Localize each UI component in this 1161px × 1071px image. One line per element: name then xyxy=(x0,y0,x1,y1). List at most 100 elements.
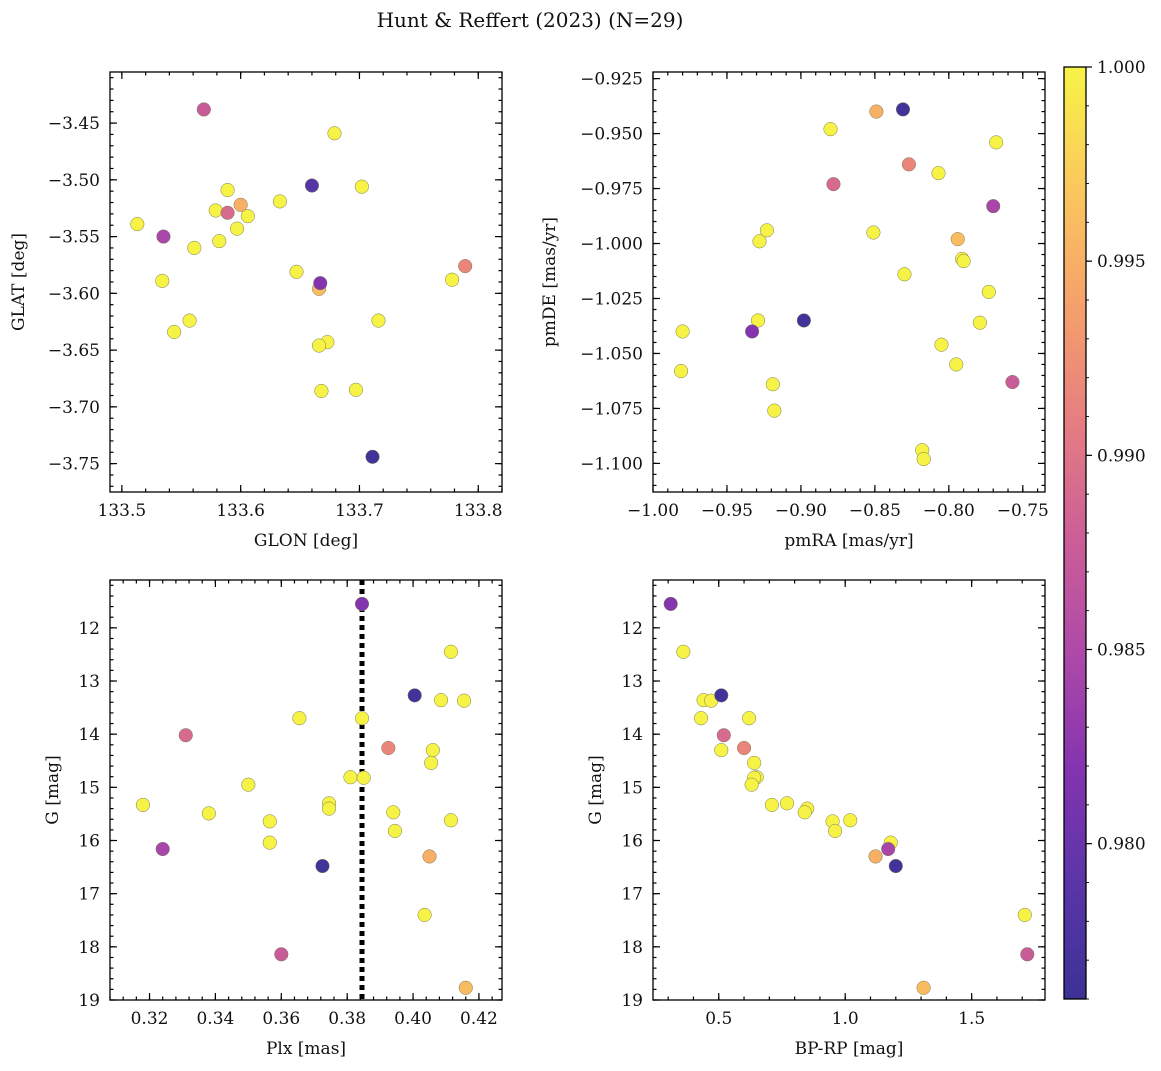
glon-glat-point xyxy=(304,178,319,193)
pmra-pmde-point xyxy=(934,337,949,352)
pmra-pmde-axes-frame xyxy=(652,71,1046,493)
plx-g-point xyxy=(381,740,396,756)
glon-glat-point xyxy=(208,203,223,218)
colorbar-tick-label: 0.995 xyxy=(1097,252,1146,272)
plx-g-point xyxy=(354,711,370,726)
plx-g-points xyxy=(135,580,473,1000)
glon-glat-point xyxy=(289,264,304,279)
pmra-pmde-point xyxy=(674,364,689,379)
pmra-pmde-point xyxy=(675,324,690,339)
pmra-pmde-point xyxy=(931,166,946,181)
bprp-g-point xyxy=(764,797,779,812)
glon-glat-ytick-label: −3.60 xyxy=(48,284,100,304)
plx-g-ytick-label: 13 xyxy=(78,672,100,692)
plx-g-ytick-label: 12 xyxy=(78,619,100,639)
bprp-g-ytick-label: 19 xyxy=(621,991,643,1011)
pmra-pmde-point xyxy=(1005,375,1020,390)
bprp-g-point xyxy=(828,823,843,838)
bprp-g-point xyxy=(744,777,759,792)
plx-g-point xyxy=(178,728,193,743)
glon-glat-point xyxy=(156,229,171,244)
plx-g-point xyxy=(155,841,170,857)
bprp-g-points xyxy=(663,596,1035,995)
pmra-pmde-point xyxy=(796,313,811,328)
pmra-pmde-point xyxy=(972,315,987,330)
glon-glat-xtick-label: 133.6 xyxy=(216,501,265,521)
bprp-g-xtick-label: 0.5 xyxy=(705,1009,732,1029)
bprp-g-ticks: 0.5 1.0 1.5 12 13 14 15 16 17 18 19 xyxy=(621,580,1045,1029)
glon-glat-point xyxy=(130,217,145,232)
bprp-g-point xyxy=(736,740,752,756)
glon-glat-point xyxy=(155,273,170,288)
pmra-pmde-xtick-label: −0.75 xyxy=(997,501,1049,521)
bprp-g-ytick-label: 12 xyxy=(621,619,643,639)
glon-glat-point xyxy=(272,194,287,209)
glon-glat-ytick-label: −3.70 xyxy=(48,398,100,418)
glon-glat-point xyxy=(458,259,473,274)
plx-g-xtick-label: 0.40 xyxy=(394,1009,432,1029)
pmra-pmde-point xyxy=(949,357,964,372)
glon-glat-point xyxy=(233,197,248,212)
bprp-g-point xyxy=(843,813,858,828)
glon-glat-point xyxy=(445,272,460,287)
colorbar-gradient xyxy=(1064,67,1086,999)
bprp-g-axes-frame xyxy=(652,579,1046,1001)
bprp-g-ytick-label: 17 xyxy=(621,885,643,905)
glon-glat-xtick-label: 133.8 xyxy=(454,501,503,521)
glon-glat-point xyxy=(371,313,386,328)
bprp-g-point xyxy=(868,849,883,864)
pmra-pmde-xtick-label: −0.95 xyxy=(701,501,753,521)
bprp-g-point xyxy=(716,728,731,743)
plx-g-point xyxy=(292,711,307,726)
pmra-pmde-ytick-label: −1.100 xyxy=(580,454,643,474)
plx-g-point xyxy=(458,980,473,995)
bprp-g-point xyxy=(676,644,691,659)
plx-g-point xyxy=(315,858,330,874)
bprp-g-xtick-label: 1.5 xyxy=(958,1009,985,1029)
panel-plx-g: 0.32 0.34 0.36 0.38 0.40 0.42 12 13 14 15 16 17 18 19… xyxy=(43,579,503,1059)
plx-g-point xyxy=(443,813,458,828)
glon-glat-ytick-label: −3.45 xyxy=(48,114,100,134)
pmra-pmde-ytick-label: −1.075 xyxy=(580,399,643,419)
plx-g-point xyxy=(443,644,458,659)
plx-g-point xyxy=(425,743,440,758)
glon-glat-ytick-label: −3.55 xyxy=(48,228,100,248)
pmra-pmde-xtick-label: −1.00 xyxy=(627,501,679,521)
pmra-pmde-point xyxy=(916,451,931,467)
pmra-pmde-point xyxy=(752,234,767,249)
pmra-pmde-ytick-label: −1.000 xyxy=(580,235,643,255)
plx-g-point xyxy=(262,835,277,850)
pmra-pmde-ticks: −1.00 −0.95 −0.90 −0.85 −0.80 −0.75 −0.925 −0.9… xyxy=(580,70,1049,521)
glon-glat-point xyxy=(240,209,255,224)
pmra-pmde-points xyxy=(674,102,1020,467)
plx-g-xtick-label: 0.32 xyxy=(131,1009,169,1029)
pmra-pmde-point xyxy=(989,135,1004,150)
plx-g-ytick-label: 14 xyxy=(78,725,100,745)
bprp-g-point xyxy=(797,805,812,820)
pmra-pmde-xlabel: pmRA [mas/yr] xyxy=(784,531,913,551)
glon-glat-point xyxy=(212,234,227,249)
glon-glat-point xyxy=(354,179,369,194)
bprp-g-point xyxy=(694,711,709,726)
pmra-pmde-point xyxy=(950,232,965,247)
glon-glat-point xyxy=(187,240,202,255)
glon-glat-point xyxy=(220,205,235,220)
plx-g-xlabel: Plx [mas] xyxy=(266,1039,346,1059)
colorbar-tick-label: 0.985 xyxy=(1097,641,1146,661)
plx-g-ytick-label: 16 xyxy=(78,832,100,852)
glon-glat-point xyxy=(230,221,245,236)
pmra-pmde-point xyxy=(826,177,841,192)
pmra-pmde-point xyxy=(750,313,766,328)
pmra-pmde-point xyxy=(866,225,881,240)
pmra-pmde-point xyxy=(897,267,912,282)
plx-g-ytick-label: 19 xyxy=(78,991,100,1011)
pmra-pmde-ytick-label: −1.025 xyxy=(580,289,643,309)
plx-g-ytick-label: 15 xyxy=(78,778,100,798)
glon-glat-point xyxy=(348,382,363,397)
bprp-g-point xyxy=(779,796,795,811)
plx-g-point xyxy=(407,688,422,703)
colorbar: 0.980 0.985 0.990 0.995 1.000 xyxy=(1063,58,1146,1000)
plx-g-point xyxy=(201,806,216,821)
bprp-g-point xyxy=(742,711,757,726)
